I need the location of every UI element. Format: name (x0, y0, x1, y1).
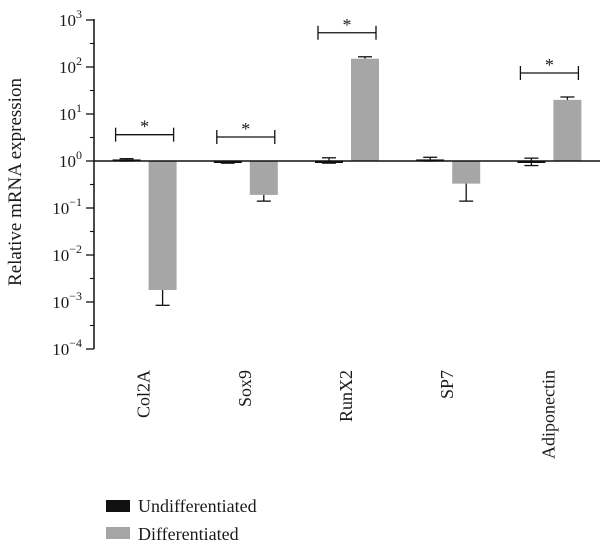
category-label-sp7: SP7 (437, 370, 457, 399)
bar-differentiated-adiponectin (553, 99, 582, 161)
significance-layer: * * * * (114, 15, 580, 144)
category-label-sox9: Sox9 (235, 370, 255, 407)
y-tick-label-2: 101 (59, 101, 82, 124)
y-axis-title: Relative mRNA expression (5, 78, 26, 286)
sig-star-2: * (343, 15, 352, 35)
bar-differentiated-runx2 (351, 58, 379, 161)
legend-label-undifferentiated: Undifferentiated (138, 496, 257, 516)
y-tick-label-5: 10−2 (52, 242, 82, 265)
sig-star-0: * (140, 117, 149, 137)
legend-label-differentiated: Differentiated (138, 524, 239, 544)
sig-star-1: * (241, 119, 250, 139)
category-label-col2a: Col2A (134, 370, 154, 418)
y-tick-label-4: 10−1 (52, 195, 82, 218)
category-label-adiponectin: Adiponectin (538, 370, 558, 459)
legend-swatch-differentiated (106, 527, 130, 539)
sig-star-3: * (545, 55, 554, 75)
bar-differentiated-sp7 (452, 161, 481, 184)
bar-differentiated-col2a (148, 161, 177, 291)
legend: Undifferentiated Differentiated (106, 496, 257, 544)
y-tick-label-7: 10−4 (52, 336, 82, 359)
bar-differentiated-sox9 (249, 161, 278, 195)
y-tick-label-0: 103 (59, 7, 82, 30)
y-tick-label-6: 10−3 (52, 289, 82, 312)
axes-layer: 103 102 101 100 10−1 10−2 10−3 10−4 Col2A Sox9 Run… (52, 7, 600, 459)
error-bars-layer (119, 56, 575, 306)
y-tick-label-1: 102 (59, 54, 82, 77)
y-tick-label-3: 100 (59, 148, 82, 171)
bars-layer (112, 58, 582, 291)
legend-swatch-undifferentiated (106, 500, 130, 512)
category-label-runx2: RunX2 (336, 370, 356, 422)
